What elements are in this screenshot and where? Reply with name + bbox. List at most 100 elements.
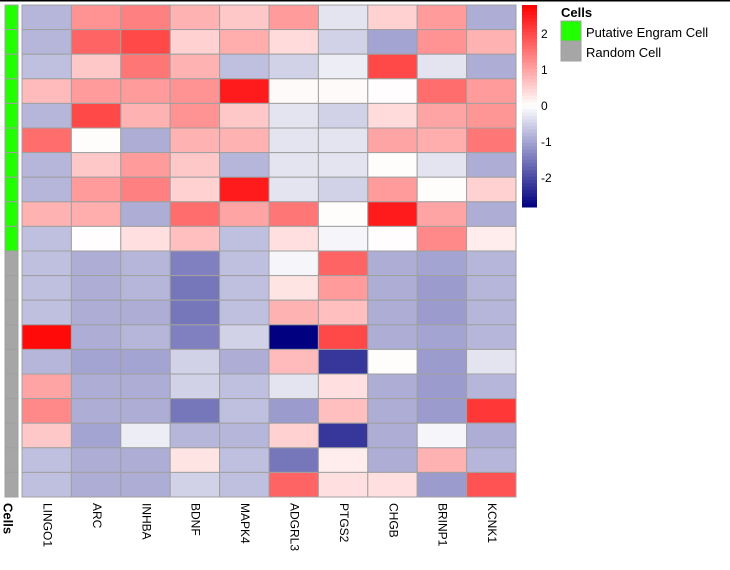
heatmap-cell bbox=[70, 447, 122, 473]
color-scale-step bbox=[522, 143, 537, 147]
heatmap-cell bbox=[317, 225, 369, 252]
heatmap-cell bbox=[268, 373, 319, 400]
heatmap-cell bbox=[416, 250, 468, 277]
heatmap-cell bbox=[367, 53, 418, 80]
heatmap-cell bbox=[466, 373, 517, 400]
heatmap-cell bbox=[367, 471, 418, 498]
heatmap-cell bbox=[169, 250, 221, 277]
annotation-cell bbox=[4, 152, 19, 178]
heatmap-cell bbox=[268, 201, 319, 227]
heatmap-cell bbox=[21, 398, 72, 424]
heatmap-cell bbox=[21, 176, 72, 203]
color-scale-tick: -1 bbox=[541, 135, 552, 149]
heatmap-cell bbox=[219, 373, 270, 400]
color-scale-step bbox=[522, 200, 537, 205]
color-scale-step bbox=[522, 8, 537, 13]
heatmap-cell bbox=[219, 152, 270, 178]
color-scale-step bbox=[522, 65, 537, 70]
heatmap-cell bbox=[21, 152, 72, 178]
heatmap-cell bbox=[120, 78, 171, 104]
heatmap-cell bbox=[120, 324, 171, 350]
heatmap-cell bbox=[70, 102, 122, 129]
color-scale-step bbox=[522, 163, 537, 168]
heatmap-cell bbox=[219, 29, 270, 55]
heatmap-cell bbox=[317, 324, 369, 350]
heatmap-cell bbox=[169, 127, 221, 154]
color-scale-step bbox=[522, 136, 537, 141]
annotation-cell bbox=[4, 422, 19, 449]
heatmap-cell bbox=[416, 299, 468, 326]
annotation-cell bbox=[4, 373, 19, 400]
heatmap-cell bbox=[21, 201, 72, 227]
heatmap-cell bbox=[70, 152, 122, 178]
color-scale-step bbox=[522, 122, 537, 127]
legend-label: Random Cell bbox=[586, 45, 661, 60]
annotation-cell bbox=[4, 348, 19, 375]
heatmap-cell bbox=[466, 324, 517, 350]
heatmap-cell bbox=[70, 398, 122, 424]
color-scale-step bbox=[522, 116, 537, 120]
heatmap-cell bbox=[21, 29, 72, 55]
heatmap-cell bbox=[219, 422, 270, 449]
color-scale-step bbox=[522, 102, 537, 107]
heatmap-cell bbox=[70, 53, 122, 80]
heatmap-cell bbox=[70, 29, 122, 55]
heatmap-cell bbox=[70, 4, 122, 31]
annotation-cell bbox=[4, 201, 19, 227]
heatmap-cell bbox=[169, 422, 221, 449]
color-scale-step bbox=[522, 183, 537, 188]
column-label: CHGB bbox=[386, 503, 400, 538]
color-scale-step bbox=[522, 31, 537, 36]
heatmap-cell bbox=[120, 53, 171, 80]
heatmap-cell bbox=[268, 422, 319, 449]
annotation-cell bbox=[4, 447, 19, 473]
annotation-cell bbox=[4, 78, 19, 104]
heatmap-cell bbox=[416, 398, 468, 424]
heatmap-cell bbox=[169, 29, 221, 55]
heatmap-cell bbox=[120, 275, 171, 301]
heatmap-cell bbox=[416, 53, 468, 80]
heatmap-cell bbox=[317, 78, 369, 104]
heatmap-cell bbox=[317, 102, 369, 129]
heatmap-cell bbox=[317, 176, 369, 203]
heatmap-cell bbox=[169, 348, 221, 375]
heatmap-cell bbox=[219, 324, 270, 350]
heatmap-cell bbox=[21, 250, 72, 277]
heatmap-cell bbox=[120, 29, 171, 55]
color-scale-step bbox=[522, 156, 537, 161]
heatmap-cell bbox=[219, 471, 270, 498]
heatmap-cell bbox=[268, 176, 319, 203]
heatmap-cell bbox=[120, 299, 171, 326]
heatmap-cell bbox=[466, 53, 517, 80]
color-scale-step bbox=[522, 72, 537, 77]
legend-swatch bbox=[560, 40, 582, 62]
annotation-cell bbox=[4, 29, 19, 55]
heatmap-cell bbox=[268, 447, 319, 473]
column-label: MAPK4 bbox=[238, 503, 252, 544]
heatmap-cell bbox=[416, 471, 468, 498]
annotation-cell bbox=[4, 225, 19, 252]
color-scale-step bbox=[522, 166, 537, 171]
heatmap-cell bbox=[21, 225, 72, 252]
heatmap-cell bbox=[169, 471, 221, 498]
heatmap-cell bbox=[367, 275, 418, 301]
heatmap-cell bbox=[466, 398, 517, 424]
heatmap-cell bbox=[219, 201, 270, 227]
heatmap-cell bbox=[317, 299, 369, 326]
color-scale-step bbox=[522, 42, 537, 46]
heatmap-cell bbox=[466, 102, 517, 129]
color-scale-step bbox=[522, 153, 537, 157]
heatmap-cell bbox=[416, 201, 468, 227]
color-scale-step bbox=[522, 79, 537, 83]
color-scale-step bbox=[522, 173, 537, 178]
heatmap-cell bbox=[268, 299, 319, 326]
color-scale-step bbox=[522, 99, 537, 104]
color-scale-tick: -2 bbox=[541, 171, 552, 185]
heatmap-cell bbox=[367, 4, 418, 31]
heatmap-cell bbox=[268, 102, 319, 129]
annotation-cell bbox=[4, 102, 19, 129]
color-scale-step bbox=[522, 146, 537, 151]
column-label: INHBA bbox=[139, 503, 153, 540]
heatmap-cell bbox=[219, 398, 270, 424]
